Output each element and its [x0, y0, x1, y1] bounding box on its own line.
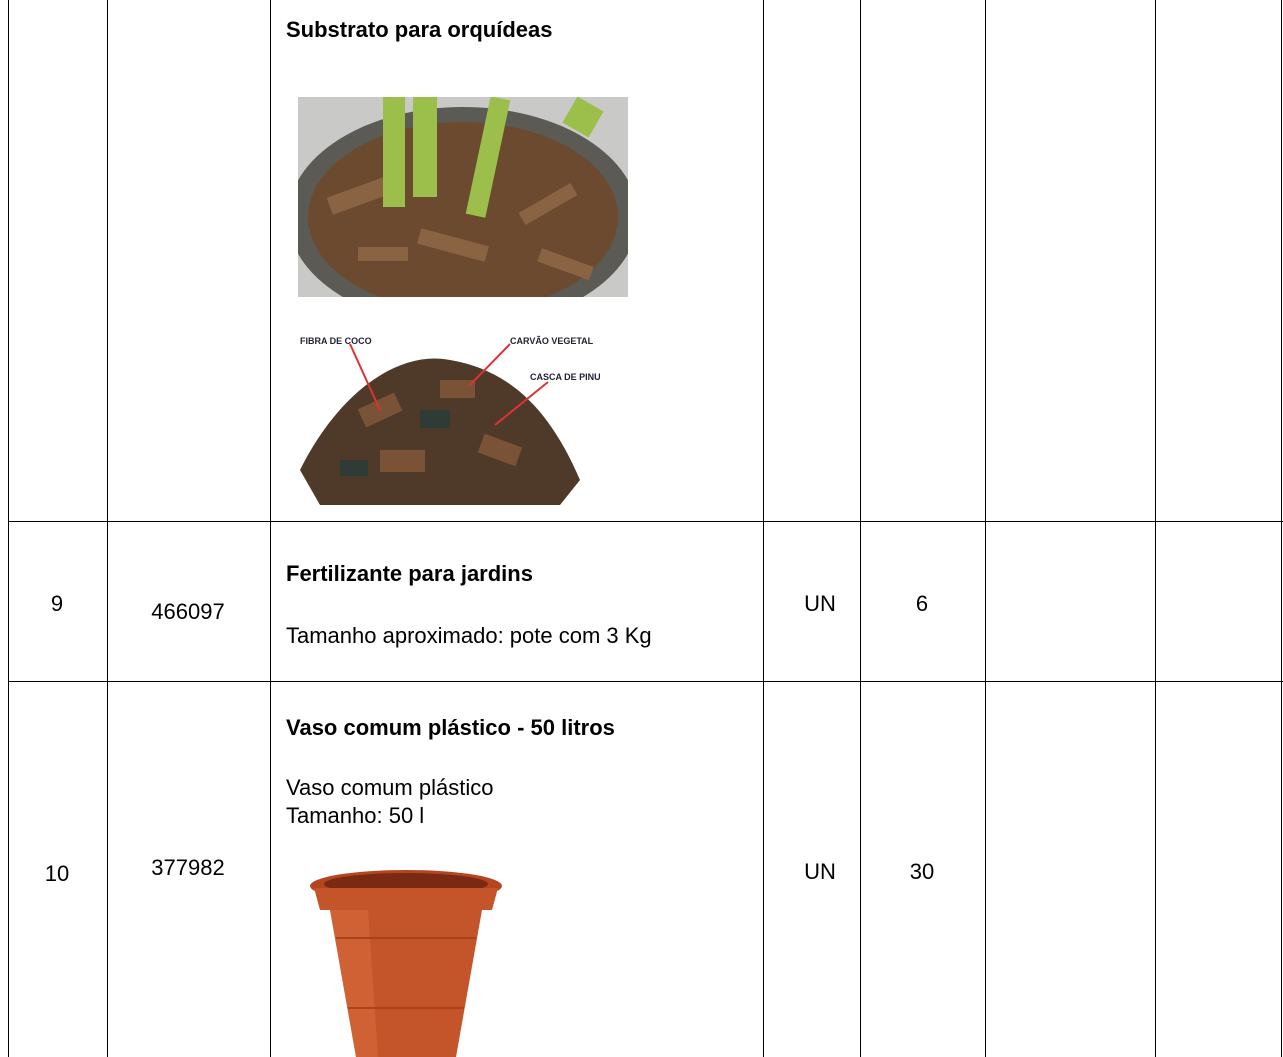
border [763, 0, 764, 1057]
image-label: CASCA DE PINUS [530, 372, 600, 382]
description-title: Fertilizante para jardins [286, 561, 533, 586]
border [985, 0, 986, 1057]
image-label: CARVÃO VEGETAL [510, 336, 594, 346]
substrate-mix: FIBRA DE COCO CARVÃO VEGETAL CASCA DE PI… [300, 336, 600, 505]
border [860, 0, 861, 1057]
description-line: Tamanho aproximado: pote com 3 Kg [286, 623, 652, 648]
description-title: Vaso comum plástico - 50 litros [286, 715, 615, 740]
border [107, 0, 108, 1057]
border [1281, 0, 1282, 1057]
border [8, 0, 9, 1057]
item-number: 10 [44, 861, 70, 886]
unit: UN [804, 859, 836, 884]
description-title: Substrato para orquídeas [286, 17, 553, 42]
description-line: Tamanho: 50 l [286, 803, 425, 828]
quantity: 30 [909, 859, 935, 884]
unit: UN [804, 591, 836, 616]
border [8, 681, 1283, 682]
border [8, 521, 1283, 522]
substrate-photo [298, 97, 628, 297]
vase-image [310, 870, 502, 1057]
item-code: 377982 [151, 855, 225, 880]
description-line: Vaso comum plástico [286, 775, 494, 800]
item-code: 466097 [151, 599, 225, 624]
border [270, 0, 271, 1057]
quantity: 6 [915, 591, 929, 616]
border [1155, 0, 1156, 1057]
image-label: FIBRA DE COCO [300, 336, 372, 346]
item-number: 9 [50, 591, 64, 616]
